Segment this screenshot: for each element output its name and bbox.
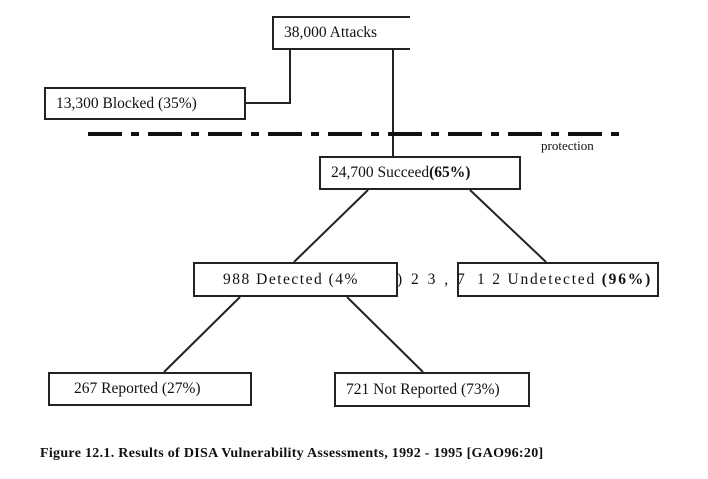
node-succeed-percent: (65%) bbox=[429, 164, 471, 181]
node-succeed-label: 24,700 Succeed bbox=[331, 164, 430, 181]
caption-text: Figure 12.1. Results of DISA Vulnerabili… bbox=[40, 446, 467, 461]
node-not-reported-label: 721 Not Reported (73%) bbox=[346, 380, 500, 398]
edge-detected-reported bbox=[163, 296, 241, 373]
node-undetected bbox=[457, 262, 659, 297]
node-not-reported: 721 Not Reported (73%) bbox=[334, 372, 530, 407]
node-undetected-percent: (96%) bbox=[601, 271, 653, 288]
node-undetected-text: 1 2 Undetected bbox=[477, 271, 602, 288]
node-blocked: 13,300 Blocked (35%) bbox=[44, 87, 246, 120]
edge-succeed-undetected bbox=[469, 189, 547, 263]
edge-succeed-detected bbox=[293, 189, 369, 263]
node-succeed: 24,700 Succeed (65%) bbox=[319, 156, 521, 190]
node-detected: 988 Detected (4% bbox=[193, 262, 398, 297]
node-detected-label: 988 Detected (4% bbox=[223, 270, 359, 288]
node-undetected-label: 1 2 Undetected (96%) bbox=[477, 271, 652, 289]
figure-caption: Figure 12.1. Results of DISA Vulnerabili… bbox=[40, 446, 543, 462]
edge-detected-notreported bbox=[346, 296, 424, 373]
caption-reference: [GAO96:20] bbox=[466, 446, 544, 461]
node-attacks-label: 38,000 Attacks bbox=[284, 24, 377, 41]
node-attacks: 38,000 Attacks bbox=[272, 16, 410, 50]
node-reported-label: 267 Reported (27%) bbox=[74, 380, 201, 397]
protection-label: protection bbox=[541, 138, 594, 153]
edge-attacks-blocked bbox=[246, 50, 291, 104]
node-blocked-label: 13,300 Blocked (35%) bbox=[56, 94, 197, 112]
detected-overflow-text: ) 2 3 , 7 bbox=[397, 271, 468, 288]
node-reported: 267 Reported (27%) bbox=[48, 372, 252, 406]
